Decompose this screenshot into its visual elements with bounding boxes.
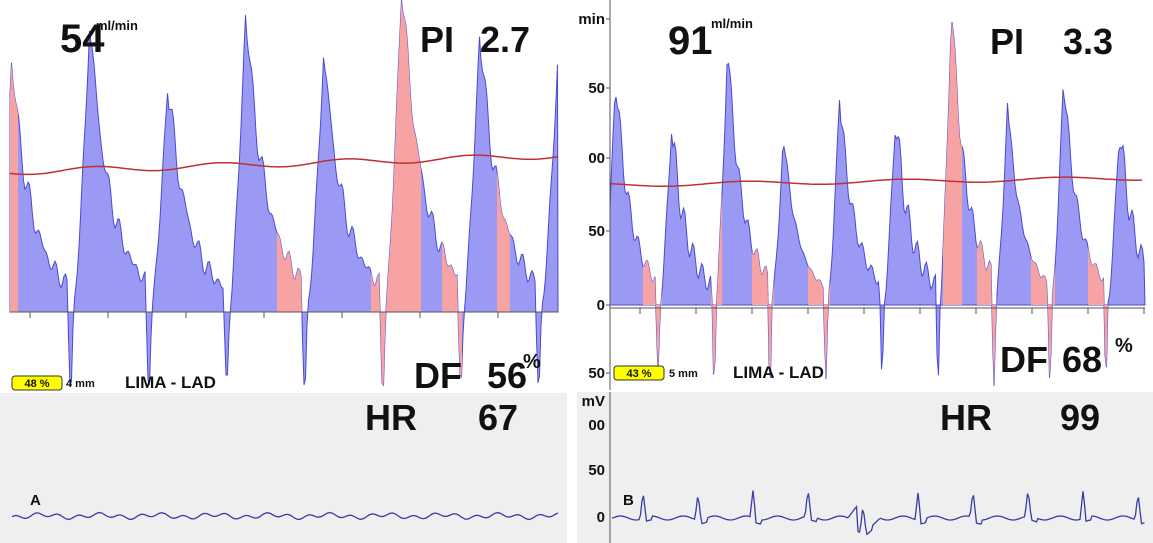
flow-unit: ml/min [96,18,138,33]
pi-label: PI [990,21,1024,62]
panel-label: B [623,492,634,509]
y-tick-label: 00 [588,417,605,434]
diastolic-segment [752,0,774,385]
probe-size: 4 mm [66,378,95,390]
flow-wave [610,22,1145,386]
flow-value: 91 [668,19,713,63]
y-tick-label: 50 [588,80,605,97]
y-tick-label: 0 [597,297,605,314]
flow-unit: ml/min [711,16,753,31]
df-value: 56 [487,355,527,396]
diastolic-segment [943,0,962,385]
pi-value: 3.3 [1063,21,1113,62]
y-tick-label: min [578,11,605,28]
diastolic-segment [808,0,830,385]
diastolic-segment [711,0,722,385]
vessel: LIMA - LAD [733,363,824,382]
df-value: 68 [1062,339,1102,380]
badge-text: 48 % [24,378,49,390]
hr-value: 67 [478,397,518,438]
diastolic-segment [643,0,662,385]
diastolic-segment [1031,0,1055,385]
df-unit: % [523,351,541,373]
y-tick-label: mV [582,393,605,410]
badge-text: 43 % [626,368,651,380]
y-tick-label: 00 [588,150,605,167]
y-tick-label: 0 [597,509,605,526]
diastolic-segment [371,0,421,392]
panel-label: A [30,492,41,509]
pi-label: PI [420,19,454,60]
y-tick-label: 50 [588,462,605,479]
hr-label: HR [940,397,992,438]
diastolic-segment [10,0,18,392]
y-tick-label: 50 [588,223,605,240]
diastolic-segment [277,0,302,392]
probe-size: 5 mm [669,368,698,380]
vessel: LIMA - LAD [125,373,216,392]
hr-value: 99 [1060,397,1100,438]
hr-label: HR [365,397,417,438]
figure: 54 ml/min PI 2.7 DF 56 % HR 67 48 % 4 mm… [0,0,1153,543]
df-label: DF [414,355,462,396]
y-tick-label: 50 [588,365,605,382]
df-unit: % [1115,335,1133,357]
df-label: DF [1000,339,1048,380]
pi-value: 2.7 [480,19,530,60]
